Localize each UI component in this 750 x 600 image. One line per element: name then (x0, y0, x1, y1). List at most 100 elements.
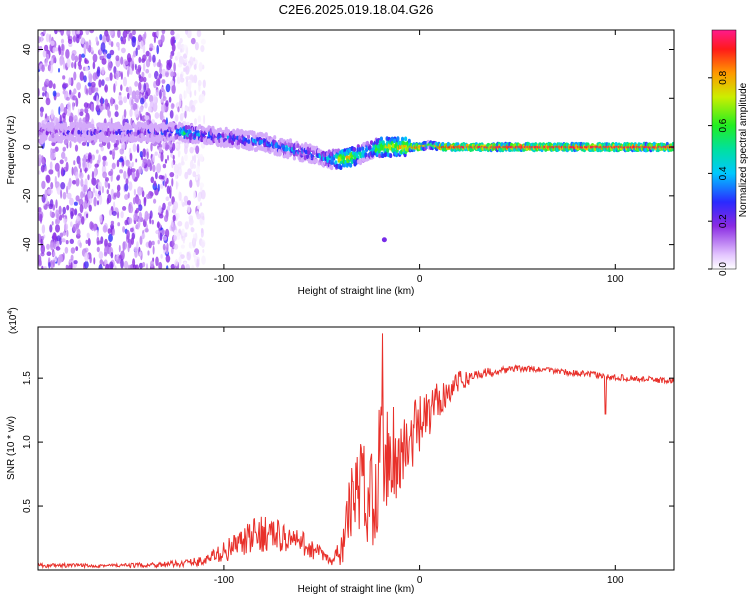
heatmap-noise-cell (118, 100, 123, 106)
heatmap-noise-cell (157, 183, 160, 192)
heatmap-noise-cell (184, 91, 188, 98)
heatmap-noise-cell (203, 114, 206, 125)
heatmap-noise-cell (130, 168, 136, 173)
heatmap-noise-cell (150, 142, 153, 152)
heatmap-noise-cell (49, 224, 53, 233)
heatmap-noise-cell (119, 169, 123, 174)
heatmap-noise-cell (52, 251, 56, 257)
heatmap-noise-cell (122, 36, 127, 45)
heatmap-noise-cell (45, 197, 48, 204)
heatmap-noise-cell (161, 68, 167, 77)
heatmap-noise-cell (92, 187, 96, 194)
heatmap-noise-cell (129, 162, 132, 170)
heatmap-noise-cell (188, 106, 191, 112)
heatmap-noise-cell (138, 81, 142, 91)
heatmap-noise-cell (79, 172, 84, 179)
heatmap-ridge-cell (278, 151, 282, 156)
heatmap-noise-cell (172, 154, 175, 161)
heatmap-noise-cell (120, 71, 123, 80)
heatmap-noise-cell (179, 37, 183, 44)
heatmap-noise-cell (46, 251, 52, 256)
heatmap-noise-cell (138, 204, 143, 212)
heatmap-noise-cell (197, 79, 202, 87)
heatmap-noise-cell (144, 31, 147, 39)
heatmap-ridge-cell (221, 133, 225, 138)
heatmap-noise-cell (98, 251, 104, 260)
heatmap-noise-cell (133, 213, 139, 221)
heatmap-noise-cell (45, 97, 51, 106)
heatmap-noise-cell (55, 209, 59, 219)
heatmap-noise-cell (103, 251, 108, 257)
heatmap-ridge-cell (88, 138, 92, 144)
heatmap-noise-cell (82, 160, 87, 170)
heatmap-noise-cell (109, 150, 113, 155)
heatmap-noise-cell (73, 260, 78, 265)
heatmap-noise-cell (162, 141, 166, 150)
heatmap-noise-cell (122, 30, 128, 38)
heatmap-noise-cell (148, 240, 152, 249)
heatmap-noise-cell (170, 102, 175, 110)
heatmap-noise-cell (39, 106, 44, 113)
heatmap-noise-cell (177, 106, 180, 113)
heatmap-noise-cell (181, 105, 184, 112)
heatmap-noise-cell (113, 192, 117, 198)
heatmap-noise-cell (190, 105, 196, 113)
heatmap-noise-cell (41, 86, 47, 92)
heatmap-noise-cell (200, 227, 204, 234)
heatmap-noise-cell (38, 259, 42, 266)
heatmap-noise-cell (156, 61, 162, 68)
heatmap-x-tick-label: 0 (417, 274, 423, 285)
heatmap-noise-cell (55, 246, 61, 251)
heatmap-noise-cell (72, 180, 77, 185)
heatmap-noise-cell (198, 61, 203, 70)
heatmap-noise-cell (102, 155, 107, 162)
heatmap-noise-cell (141, 162, 145, 168)
heatmap-noise-cell (152, 164, 156, 173)
heatmap-noise-cell (179, 99, 182, 108)
heatmap-noise-cell (49, 161, 53, 170)
heatmap-noise-cell (161, 79, 166, 84)
heatmap-ridge-cell (330, 165, 334, 171)
heatmap-ridge-layer (38, 121, 674, 171)
heatmap-noise-cell (150, 260, 154, 268)
heatmap-noise-cell (159, 66, 163, 74)
heatmap-ridge-cell (247, 139, 251, 144)
heatmap-noise-cell (44, 62, 48, 67)
heatmap-noise-cell (99, 34, 103, 41)
heatmap-noise-cell (86, 88, 89, 96)
heatmap-noise-cell (169, 110, 174, 119)
heatmap-noise-cell (87, 174, 90, 181)
heatmap-noise-cell (137, 44, 141, 51)
heatmap-noise-cell (149, 52, 152, 63)
heatmap-noise-cell (137, 186, 143, 196)
heatmap-noise-cell (183, 154, 188, 162)
heatmap-noise-cell (113, 201, 116, 211)
heatmap-noise-cell (110, 41, 114, 48)
heatmap-noise-cell (38, 207, 42, 213)
heatmap-noise-cell (43, 30, 46, 35)
heatmap-noise-cell (162, 235, 168, 241)
heatmap-noise-cell (84, 66, 89, 72)
heatmap-noise-cell (157, 221, 160, 229)
heatmap-noise-cell (73, 201, 78, 206)
heatmap-ridge-cell (292, 155, 296, 161)
heatmap-noise-cell (93, 257, 96, 265)
heatmap-noise-cell (91, 170, 95, 180)
heatmap-noise-cell (180, 199, 183, 204)
heatmap-noise-cell (62, 231, 67, 236)
heatmap-noise-cell (94, 163, 99, 168)
heatmap-noise-cell (159, 89, 162, 100)
heatmap-noise-cell (114, 111, 119, 118)
heatmap-noise-cell (51, 141, 56, 147)
heatmap-noise-cell (60, 30, 65, 36)
heatmap-noise-cell (179, 73, 183, 79)
heatmap-noise-cell (102, 225, 108, 233)
heatmap-noise-cell (165, 228, 170, 238)
heatmap-noise-cell (46, 243, 50, 250)
heatmap-noise-cell (86, 213, 89, 219)
heatmap-ridge-cell (270, 147, 275, 153)
heatmap-noise-cell (81, 141, 87, 146)
heatmap-noise-cell (84, 57, 87, 64)
snr-y-tick-label: 1.0 (22, 435, 33, 449)
heatmap-ridge-cell (614, 142, 618, 147)
